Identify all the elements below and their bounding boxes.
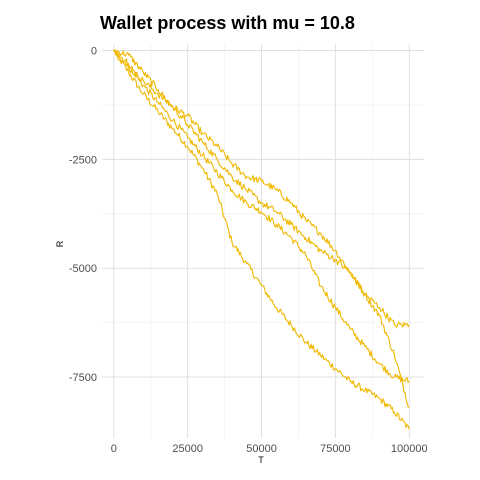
x-tick-label: 75000 (320, 443, 351, 455)
x-axis-ticks: 0 25000 50000 75000 100000 (111, 443, 428, 455)
y-tick-label: 0 (91, 46, 97, 58)
series-line-1 (113, 50, 410, 430)
x-tick-label: 50000 (246, 443, 277, 455)
x-tick-label: 0 (111, 443, 117, 455)
series-lines (113, 49, 410, 430)
series-line-4 (113, 50, 410, 329)
y-axis-ticks: 0 -2500 -5000 -7500 (69, 46, 97, 385)
chart-title: Wallet process with mu = 10.8 (100, 13, 355, 33)
y-tick-label: -5000 (69, 263, 97, 275)
grid (102, 44, 424, 438)
y-axis-label: R (55, 240, 65, 247)
y-tick-label: -2500 (69, 154, 97, 166)
x-tick-label: 100000 (391, 443, 428, 455)
x-tick-label: 25000 (172, 443, 203, 455)
x-axis-label: T (258, 455, 264, 465)
series-line-2 (113, 49, 410, 383)
y-tick-label: -7500 (69, 372, 97, 384)
